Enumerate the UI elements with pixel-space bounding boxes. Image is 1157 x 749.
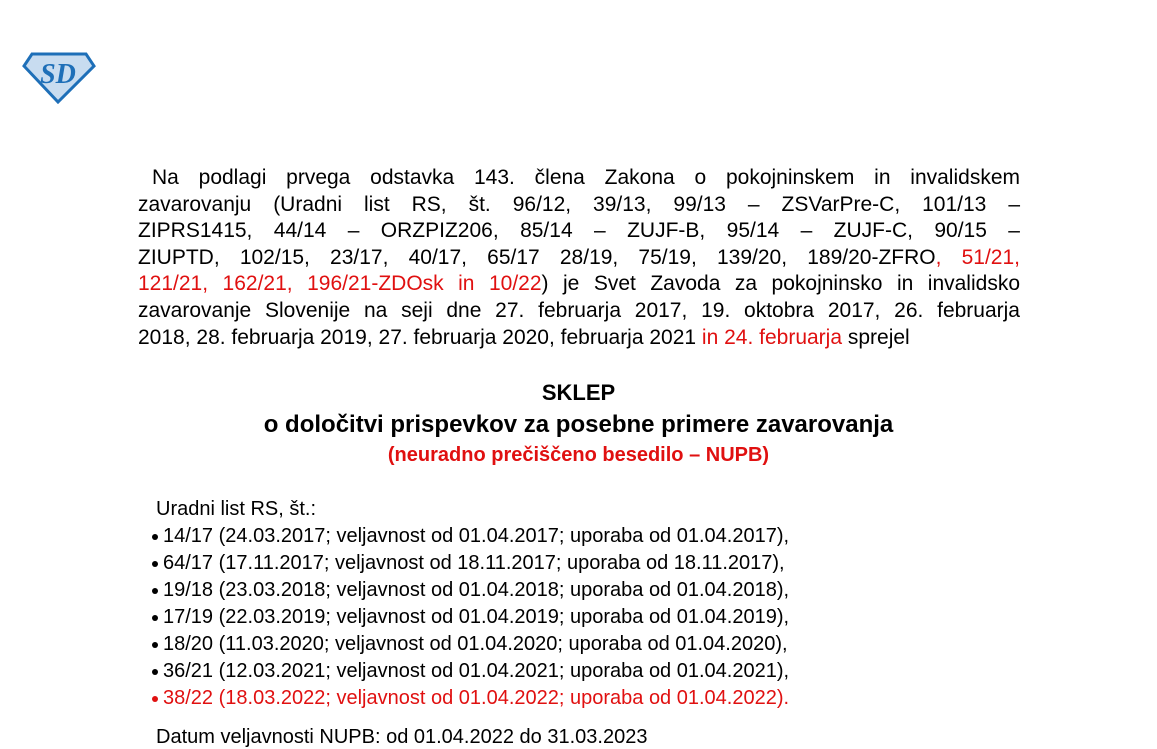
bullet-icon — [152, 587, 158, 594]
preamble-segment: 2018, 28. februarja 2019, 27. februarja … — [138, 325, 702, 349]
bullet-icon — [152, 560, 158, 567]
gazette-item-text: 19/18 (23.03.2018; veljavnost od 01.04.2… — [163, 579, 790, 601]
preamble-segment: Na podlagi prvega odstavka 143. člena Za… — [152, 166, 1020, 189]
preamble-segment: in 24. februarja — [701, 325, 843, 349]
zpiz-logo: SD — [22, 50, 96, 105]
preamble-segment: zavarovanje Slovenije na seji dne 27. fe… — [138, 298, 1020, 322]
preamble-segment: 121/21, 162/21, 196/21-ZDOsk in 10/22 — [138, 272, 542, 296]
gazette-item-text: 38/22 (18.03.2022; veljavnost od 01.04.2… — [163, 687, 790, 709]
gazette-item: 38/22 (18.03.2022; veljavnost od 01.04.2… — [152, 685, 789, 712]
preamble-segment: ZIUPTD, 102/15, 23/17, 40/17, 65/17 28/1… — [138, 245, 936, 269]
bullet-icon — [152, 668, 158, 675]
preamble-line: 2018, 28. februarja 2019, 27. februarja … — [138, 325, 1020, 352]
gazette-item-text: 17/19 (22.03.2019; veljavnost od 01.04.2… — [163, 606, 790, 628]
svg-text:SD: SD — [40, 59, 76, 90]
gazette-item: 64/17 (17.11.2017; veljavnost od 18.11.2… — [152, 550, 789, 577]
preamble-line: zavarovanje Slovenije na seji dne 27. fe… — [138, 298, 1020, 325]
nupb-note: (neuradno prečiščeno besedilo – NUPB) — [387, 444, 770, 466]
document-subtitle: o določitvi prispevkov za posebne primer… — [263, 411, 894, 438]
gazette-item: 36/21 (12.03.2021; veljavnost od 01.04.2… — [152, 658, 789, 685]
gazette-item: 17/19 (22.03.2019; veljavnost od 01.04.2… — [152, 604, 789, 631]
bullet-icon — [152, 533, 158, 540]
bullet-icon — [152, 641, 158, 648]
preamble-segment: ) je Svet Zavoda za pokojninsko in inval… — [541, 272, 1020, 296]
gazette-item-text: 18/20 (11.03.2020; veljavnost od 01.04.2… — [163, 633, 788, 655]
gazette-item: 18/20 (11.03.2020; veljavnost od 01.04.2… — [152, 631, 789, 658]
gazette-list: Uradni list RS, št.: 14/17 (24.03.2017; … — [152, 496, 789, 712]
preamble-line: ZIUPTD, 102/15, 23/17, 40/17, 65/17 28/1… — [138, 245, 1020, 272]
preamble-segment: sprejel — [842, 325, 910, 349]
preamble-segment: zavarovanju (Uradni list RS, št. 96/12, … — [138, 192, 1020, 216]
gazette-item: 14/17 (24.03.2017; veljavnost od 01.04.2… — [152, 523, 789, 550]
gazette-item: 19/18 (23.03.2018; veljavnost od 01.04.2… — [152, 577, 789, 604]
document-title: SKLEP — [541, 380, 616, 405]
preamble-segment: , 51/21, — [935, 245, 1020, 269]
validity-date: Datum veljavnosti NUPB: od 01.04.2022 do… — [156, 726, 648, 748]
gazette-header: Uradni list RS, št.: — [156, 498, 317, 520]
preamble-segment: ZIPRS1415, 44/14 – ORZPIZ206, 85/14 – ZU… — [138, 219, 1020, 243]
preamble-line: 121/21, 162/21, 196/21-ZDOsk in 10/22) j… — [138, 271, 1020, 298]
bullet-icon — [152, 695, 158, 702]
preamble: Na podlagi prvega odstavka 143. člena Za… — [138, 165, 1020, 351]
bullet-icon — [152, 614, 158, 621]
gazette-item-text: 36/21 (12.03.2021; veljavnost od 01.04.2… — [163, 660, 790, 682]
preamble-line: zavarovanju (Uradni list RS, št. 96/12, … — [138, 192, 1020, 219]
preamble-line: Na podlagi prvega odstavka 143. člena Za… — [138, 165, 1020, 192]
gazette-item-text: 14/17 (24.03.2017; veljavnost od 01.04.2… — [163, 525, 790, 547]
gazette-item-text: 64/17 (17.11.2017; veljavnost od 18.11.2… — [163, 552, 785, 574]
preamble-line: ZIPRS1415, 44/14 – ORZPIZ206, 85/14 – ZU… — [138, 218, 1020, 245]
